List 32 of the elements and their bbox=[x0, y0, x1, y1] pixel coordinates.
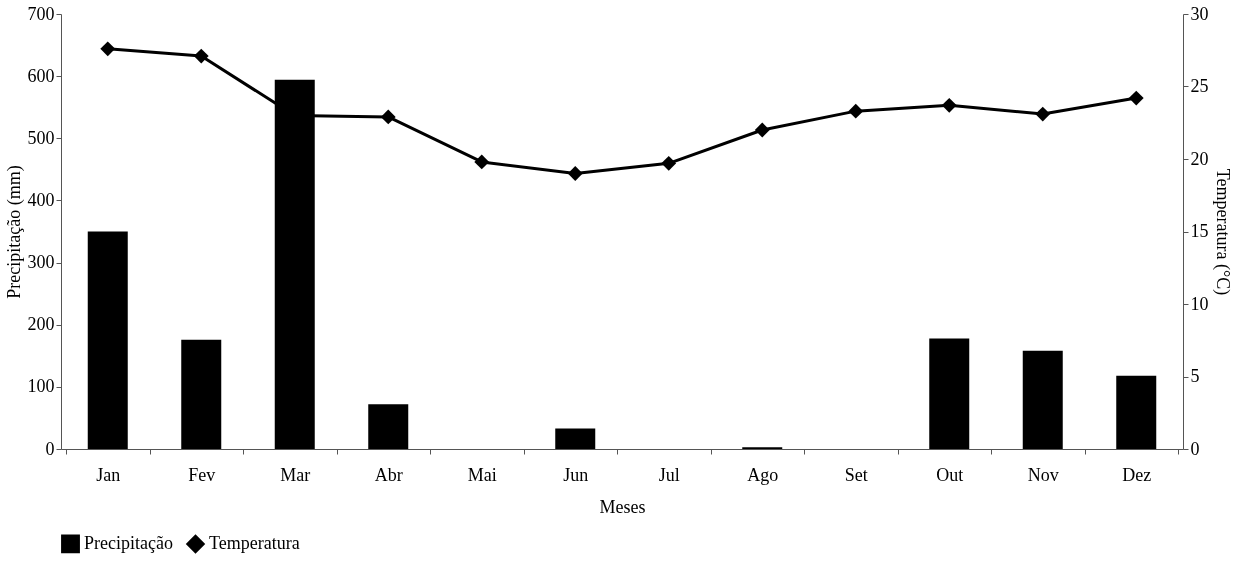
x-tick-label: Ago bbox=[747, 464, 779, 485]
x-tick-label: Mar bbox=[280, 464, 311, 485]
y-tick-label: 300 bbox=[27, 252, 55, 273]
y-tick-label: 0 bbox=[45, 438, 55, 459]
legend-label: Precipitação bbox=[84, 532, 173, 553]
x-tick-label: Set bbox=[844, 464, 868, 485]
legend-label: Temperatura bbox=[209, 532, 300, 553]
x-tick-label: Fev bbox=[188, 464, 216, 485]
y2-tick-label: 15 bbox=[1190, 221, 1209, 241]
y2-tick-label: 30 bbox=[1190, 3, 1209, 24]
y-axis-title: Precipitação (mm) bbox=[3, 165, 25, 299]
y-tick-label: 400 bbox=[27, 189, 55, 210]
x-tick-label: Jun bbox=[563, 464, 589, 485]
y2-tick-label: 20 bbox=[1190, 148, 1209, 169]
y-tick-label: 600 bbox=[27, 65, 55, 86]
y2-axis-title: Temperatura (°C) bbox=[1211, 168, 1233, 296]
y2-tick-label: 10 bbox=[1190, 293, 1209, 314]
x-tick-label: Abr bbox=[374, 464, 403, 485]
y-tick-label: 500 bbox=[27, 127, 55, 148]
y2-tick-label: 0 bbox=[1190, 438, 1200, 459]
y-tick-label: 200 bbox=[27, 314, 55, 335]
x-tick-label: Jul bbox=[658, 464, 680, 485]
x-tick-label: Jan bbox=[96, 464, 121, 485]
x-tick-label: Mai bbox=[467, 464, 497, 485]
y2-tick-label: 25 bbox=[1190, 76, 1209, 96]
x-axis-title: Meses bbox=[599, 496, 646, 517]
x-tick-label: Nov bbox=[1027, 464, 1059, 485]
x-tick-label: Dez bbox=[1122, 464, 1152, 485]
y-tick-label: 700 bbox=[27, 3, 55, 24]
y-tick-label: 100 bbox=[27, 376, 55, 397]
x-tick-label: Out bbox=[936, 464, 964, 485]
y2-tick-label: 5 bbox=[1190, 366, 1200, 386]
